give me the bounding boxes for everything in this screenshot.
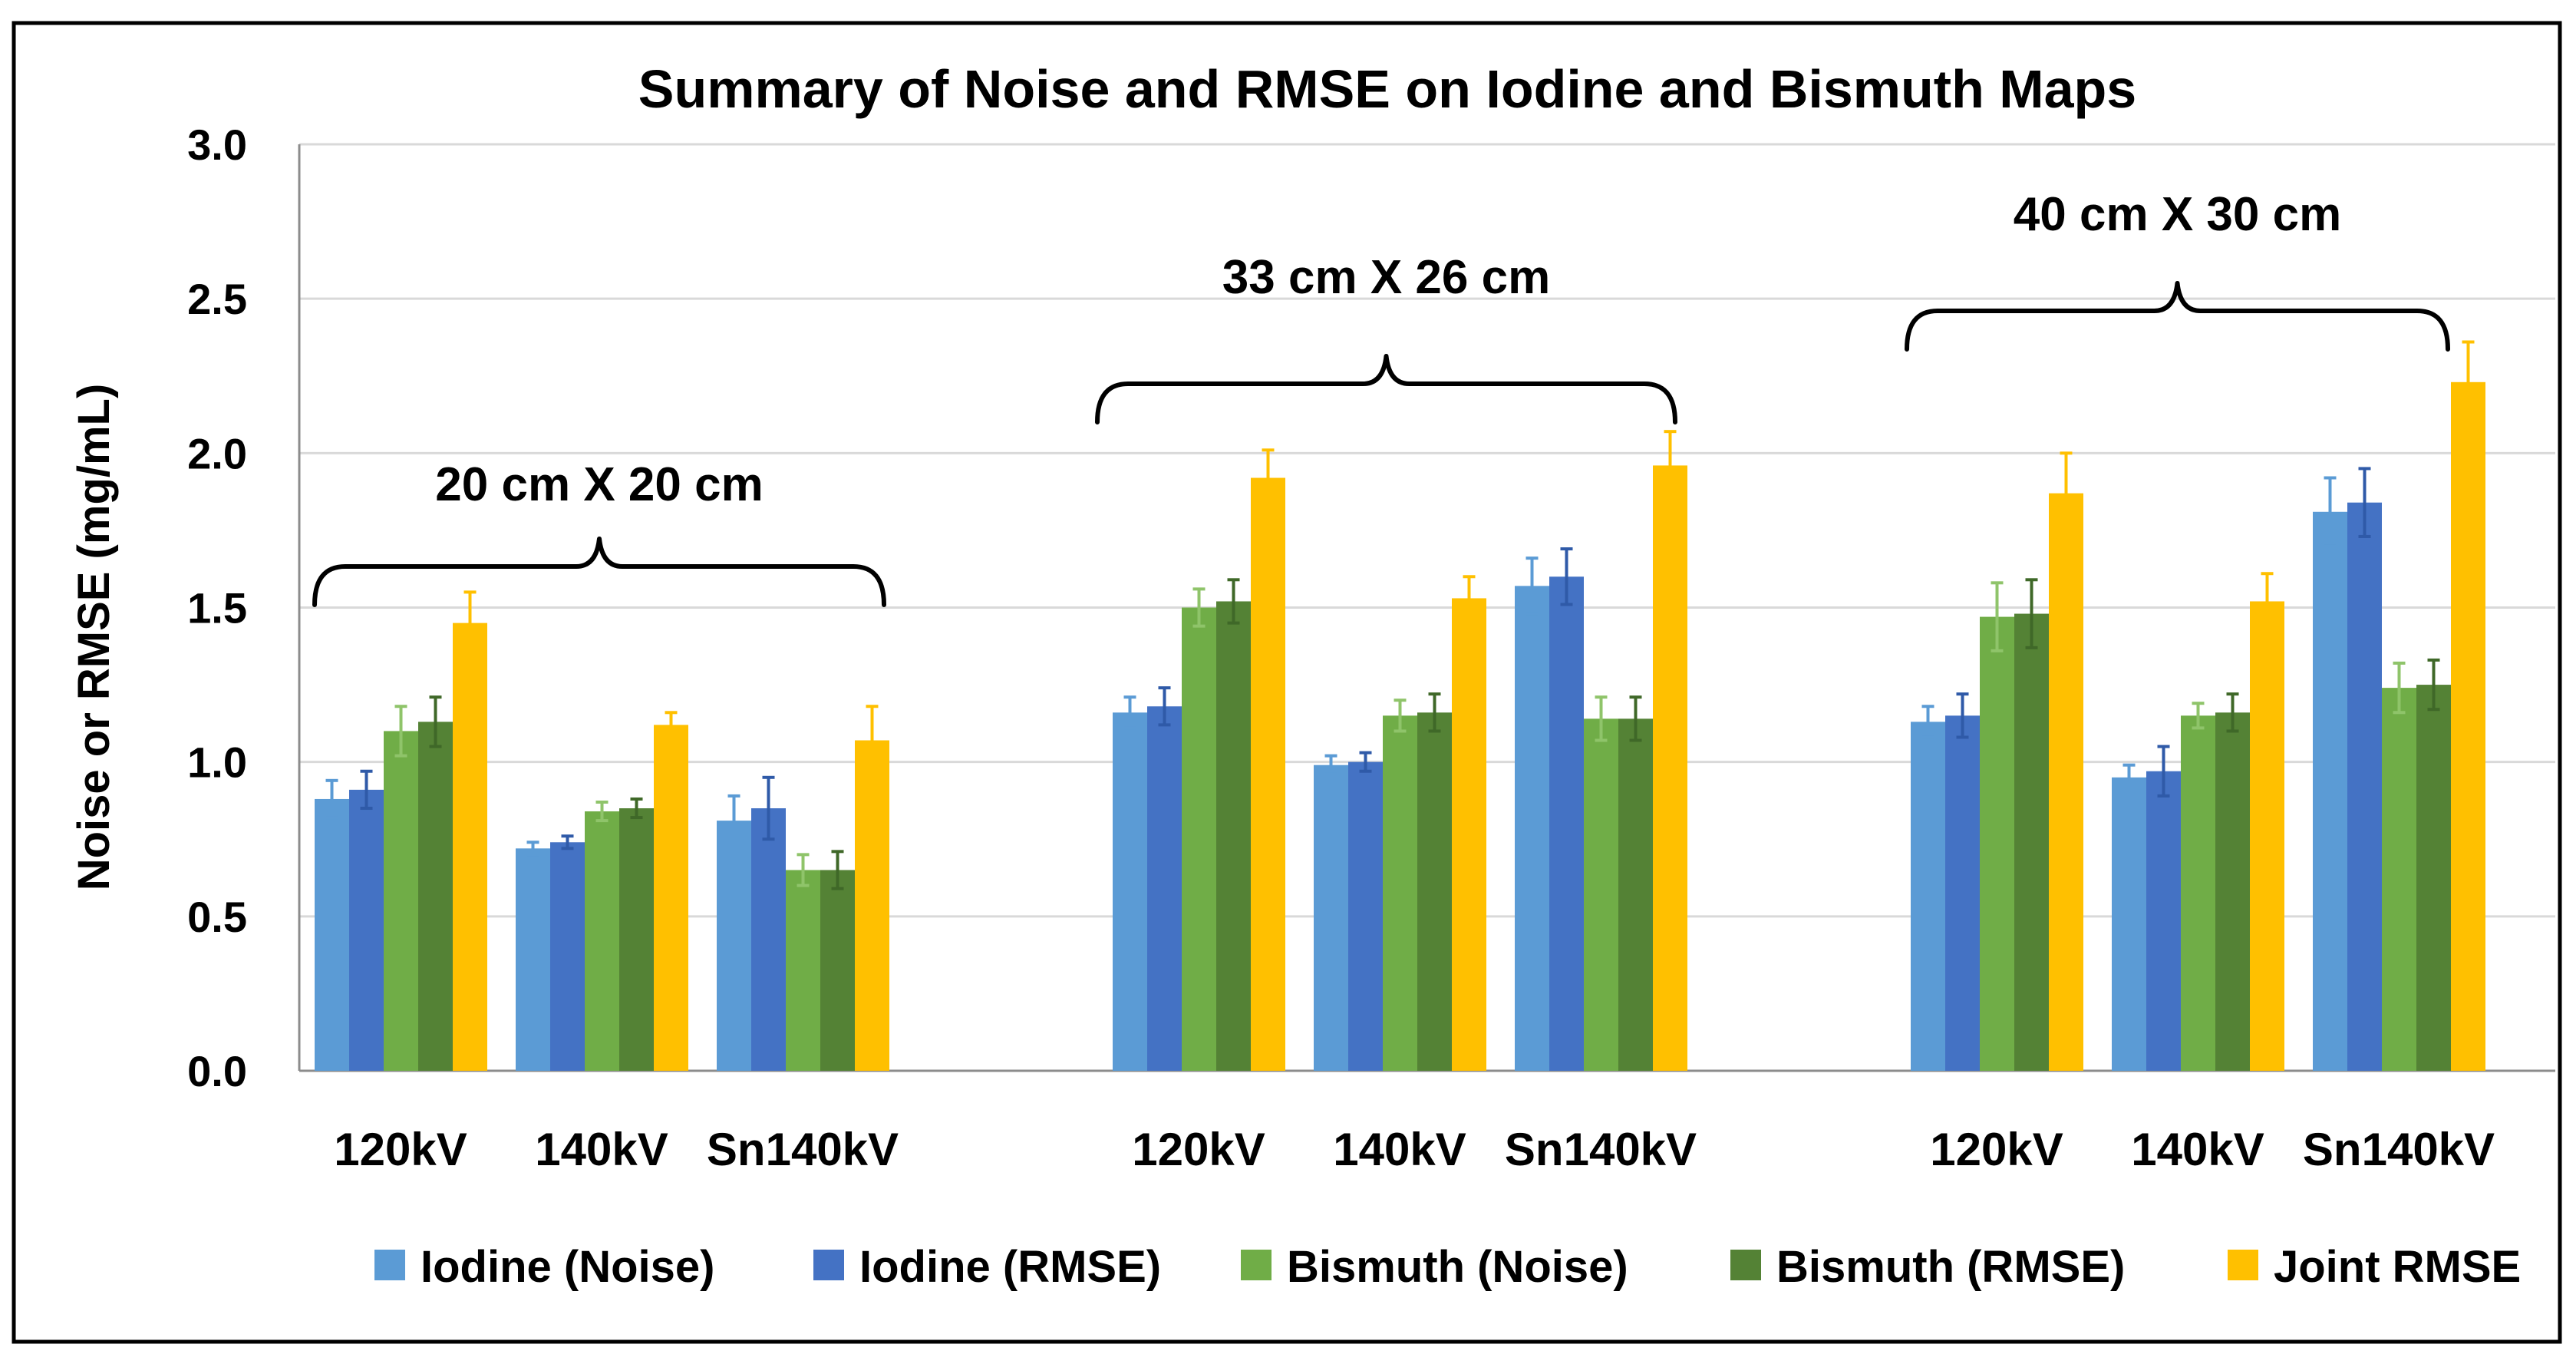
y-tick-label: 0.0 (187, 1047, 247, 1095)
bar (2451, 381, 2485, 1072)
bars (315, 381, 2485, 1072)
x-category-label: 140kV (1333, 1124, 1466, 1175)
legend-swatch (374, 1250, 405, 1280)
y-tick-label: 1.0 (187, 738, 247, 787)
bar (786, 870, 820, 1071)
bar (1549, 576, 1584, 1071)
bar (751, 808, 786, 1071)
bar (2382, 688, 2416, 1071)
chart-title: Summary of Noise and RMSE on Iodine and … (638, 59, 2136, 119)
x-category-label: 140kV (2131, 1124, 2264, 1175)
group-braces: 20 cm X 20 cm 33 cm X 26 cm 40 cm X 30 cm (312, 188, 2450, 607)
legend-label: Bismuth (Noise) (1287, 1242, 1628, 1292)
bar (516, 848, 550, 1071)
y-axis-label: Noise or RMSE (mg/mL) (69, 384, 119, 891)
y-tick-label: 3.0 (187, 121, 247, 169)
y-tick-label: 2.5 (187, 275, 247, 323)
bar (1251, 477, 1285, 1071)
group-label: 33 cm X 26 cm (1222, 251, 1550, 304)
bar (820, 870, 855, 1071)
y-tick-label: 1.5 (187, 584, 247, 632)
legend-label: Iodine (Noise) (421, 1242, 714, 1292)
bar (2416, 685, 2451, 1071)
x-category-label: 120kV (1930, 1124, 2063, 1175)
x-category-label: 120kV (1132, 1124, 1265, 1175)
bar (1980, 616, 2014, 1071)
group-label: 40 cm X 30 cm (2014, 188, 2341, 241)
bar (550, 842, 585, 1071)
bar (585, 811, 619, 1071)
bar (1348, 761, 1383, 1071)
bar (418, 722, 453, 1071)
bar (2112, 777, 2146, 1071)
bar (384, 731, 418, 1071)
x-category-label: Sn140kV (2303, 1124, 2495, 1175)
bar (855, 740, 889, 1071)
legend: Iodine (Noise) Iodine (RMSE) Bismuth (Nois… (374, 1242, 2521, 1292)
bar (1911, 722, 1945, 1071)
bar (619, 808, 654, 1071)
x-category-label: Sn140kV (707, 1124, 899, 1175)
legend-swatch (2228, 1250, 2258, 1280)
x-category-label: 140kV (535, 1124, 668, 1175)
bar (1945, 715, 1980, 1071)
error-bars (325, 340, 2475, 890)
bar (1216, 601, 1251, 1071)
bar (315, 798, 349, 1071)
bar (1452, 598, 1486, 1071)
bar (1618, 718, 1653, 1071)
bar (1584, 718, 1618, 1071)
group-brace (312, 537, 886, 607)
axis-labels: 0.0 0.5 1.0 1.5 2.0 2.5 3.0 120kV 140kV Sn140kV 12… (187, 121, 2495, 1175)
legend-swatch (1241, 1250, 1272, 1280)
bar (2215, 712, 2250, 1071)
bar (654, 725, 688, 1071)
bar (2146, 771, 2181, 1071)
bar (349, 789, 384, 1071)
x-category-label: 120kV (334, 1124, 467, 1175)
bar (2347, 502, 2382, 1071)
legend-label: Iodine (RMSE) (859, 1242, 1161, 1292)
x-category-label: Sn140kV (1505, 1124, 1697, 1175)
bar (2313, 511, 2347, 1071)
legend-swatch (1730, 1250, 1761, 1280)
y-tick-label: 0.5 (187, 893, 247, 941)
bar (2181, 715, 2215, 1071)
bar (1383, 715, 1417, 1071)
group-brace (1905, 281, 2450, 352)
bar (1113, 712, 1147, 1071)
bar (2014, 613, 2049, 1071)
legend-label: Joint RMSE (2274, 1242, 2521, 1292)
bar (453, 623, 487, 1071)
legend-label: Bismuth (RMSE) (1776, 1242, 2125, 1292)
bar (2250, 601, 2284, 1071)
bar (1314, 765, 1348, 1071)
legend-swatch (813, 1250, 844, 1280)
bar (1417, 712, 1452, 1071)
bar (1515, 586, 1549, 1071)
bar (2049, 493, 2083, 1071)
bar (1182, 607, 1216, 1071)
group-brace (1095, 354, 1677, 424)
bar (1653, 465, 1687, 1071)
chart-border (12, 21, 2562, 1344)
bar (717, 821, 751, 1071)
y-tick-label: 2.0 (187, 429, 247, 477)
bar (1147, 706, 1182, 1071)
group-label: 20 cm X 20 cm (435, 458, 763, 511)
